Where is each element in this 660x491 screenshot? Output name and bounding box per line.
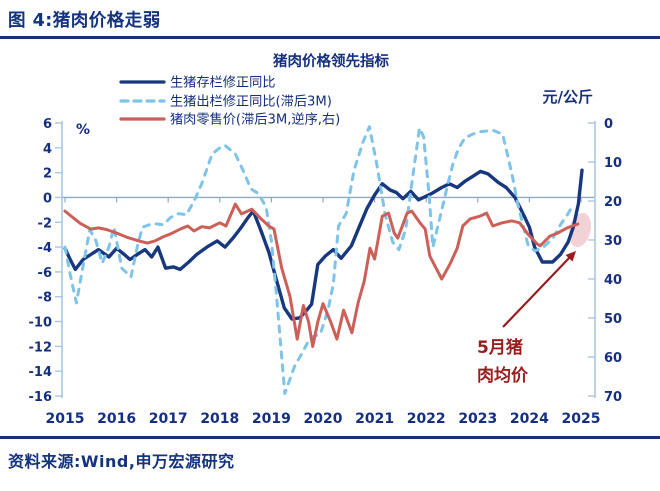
right-axis-tick-label: 40 (604, 273, 622, 288)
left-axis-tick-label: 2 (43, 167, 52, 182)
right-axis-tick-label: 0 (604, 117, 613, 132)
right-axis-tick-label: 30 (604, 234, 622, 249)
x-axis-tick-label: 2017 (149, 411, 188, 427)
left-axis-unit-label: % (76, 122, 90, 138)
left-axis-tick-label: -6 (38, 266, 52, 281)
left-axis-tick-label: -4 (38, 241, 52, 256)
legend-label-0: 生猪存栏修正同比 (170, 75, 276, 91)
series-line-0 (63, 168, 584, 321)
figure-footer: 资料来源:Wind,申万宏源研究 (0, 439, 660, 472)
legend-label-2: 猪肉零售价(滞后3M,逆序,右) (170, 112, 340, 128)
x-axis-tick-label: 2015 (46, 411, 85, 427)
highlight-layer (568, 212, 592, 248)
annotation-layer: 5月猪 肉均价 (477, 251, 576, 386)
x-axis-tick-label: 2020 (304, 411, 343, 427)
left-axis-tick-label: -2 (38, 216, 52, 231)
left-axis-tick-label: -12 (29, 340, 53, 355)
right-axis-tick-label: 10 (604, 156, 622, 171)
annotation-text-line2: 肉均价 (477, 365, 529, 386)
series-line-1 (63, 125, 575, 395)
legend-label-1: 生猪出栏修正同比(滞后3M) (170, 94, 332, 110)
x-axis-tick-label: 2023 (458, 411, 497, 427)
annotation-text-line1: 5月猪 (477, 337, 523, 358)
grid-layer (62, 196, 595, 203)
left-axis-tick-label: -14 (29, 365, 53, 380)
left-axis-tick-label: -8 (38, 291, 52, 306)
left-axis-tick-label: -16 (29, 390, 53, 405)
x-axis-tick-label: 2025 (562, 411, 601, 427)
highlight-ellipse (568, 212, 592, 248)
right-axis-unit-label: 元/公斤 (543, 88, 593, 106)
figure-title: 图 4:猪肉价格走弱 (8, 11, 161, 31)
right-axis-tick-label: 70 (604, 390, 622, 405)
series-line-2 (63, 202, 580, 348)
x-axis-tick-label: 2016 (97, 411, 136, 427)
annotation-arrowhead-icon (565, 251, 576, 262)
source-text: 资料来源:Wind,申万宏源研究 (8, 452, 235, 471)
x-axis-tick-label: 2018 (200, 411, 239, 427)
x-axis-tick-label: 2024 (510, 411, 549, 427)
left-axis-tick-label: 6 (43, 117, 52, 132)
annotation-arrow (502, 255, 572, 328)
x-axis-tick-label: 2021 (355, 411, 394, 427)
left-axis-tick-label: -10 (29, 316, 53, 331)
left-axis-tick-label: 0 (43, 191, 52, 206)
series-layer (63, 125, 584, 395)
x-axis-tick-label: 2022 (407, 411, 446, 427)
right-axis-tick-label: 60 (604, 351, 622, 366)
x-axis-tick-label: 2019 (252, 411, 291, 427)
left-axis-tick-label: 4 (43, 142, 52, 157)
right-axis-tick-label: 20 (604, 195, 622, 210)
chart-area: 6 4 2 0 -2 -4 -6 -8 -10 -12 -14 -16 0 10 20 30 40 50 60 70 2… (0, 44, 660, 436)
footer-divider (0, 436, 660, 439)
chart-title: 猪肉价格领先指标 (272, 52, 389, 70)
pork-price-chart: 6420-2-4-6-8-10-12-14-160102030405060702… (29, 52, 623, 427)
right-axis-tick-label: 50 (604, 312, 622, 327)
figure-header: 图 4:猪肉价格走弱 (0, 0, 660, 39)
axes-layer: 6420-2-4-6-8-10-12-14-160102030405060702… (29, 117, 623, 427)
